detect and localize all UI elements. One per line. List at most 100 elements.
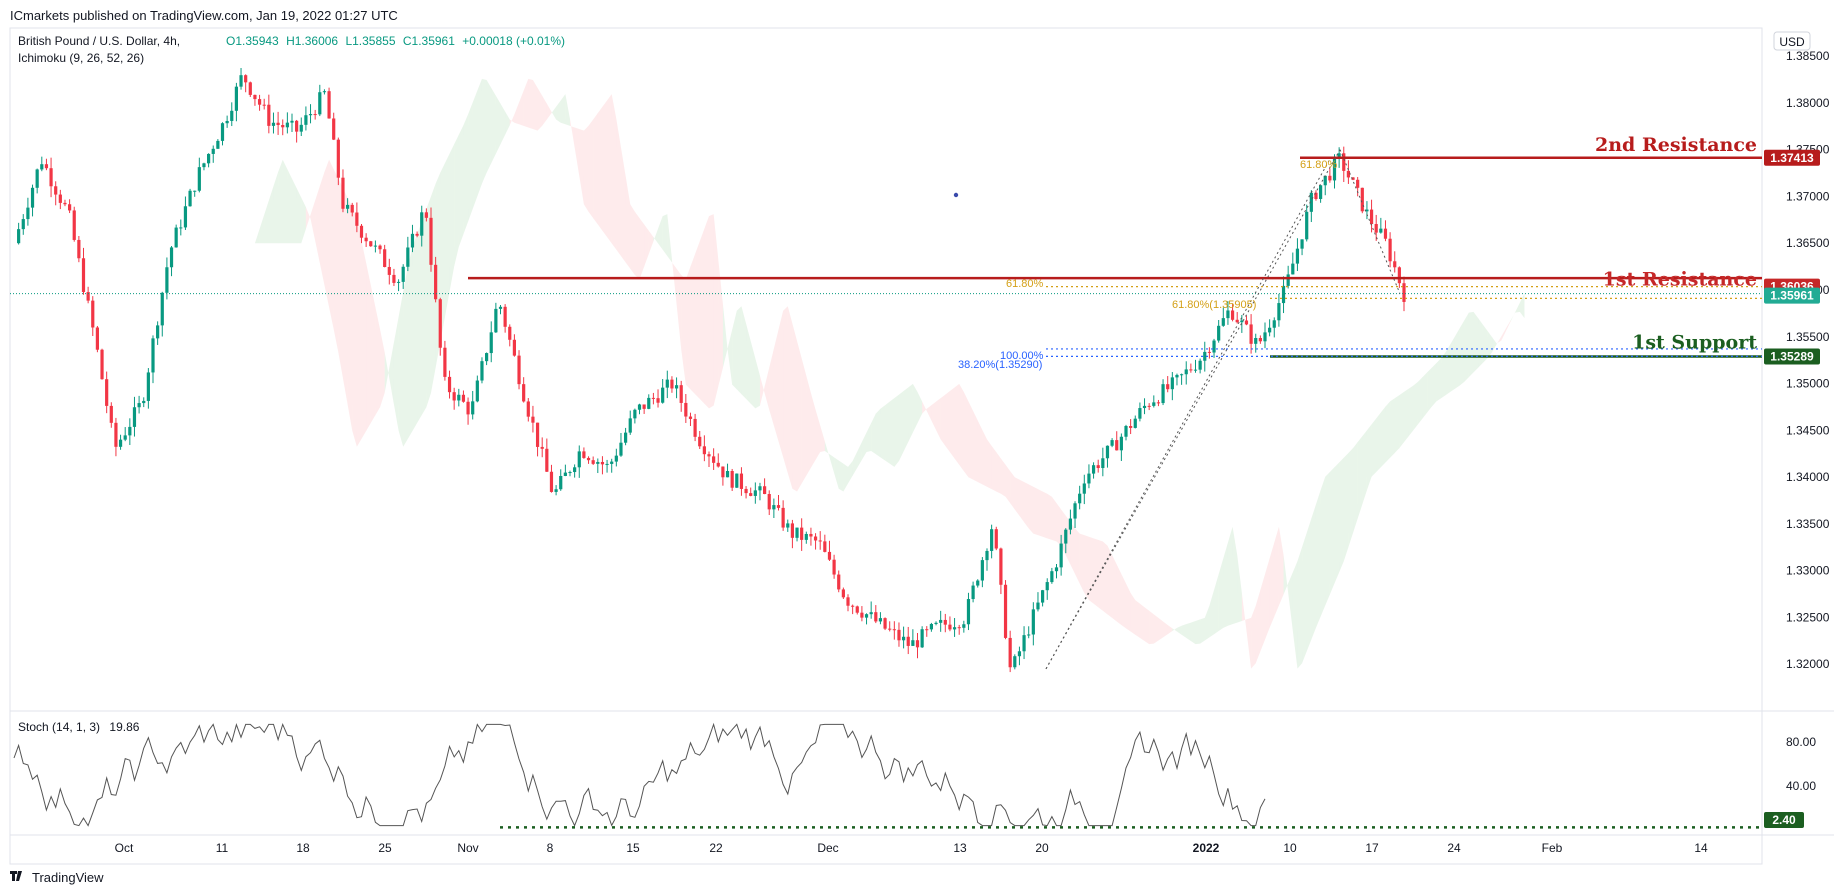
- currency-box[interactable]: [1773, 31, 1811, 51]
- cloud-segment: [509, 114, 515, 126]
- candle-body: [1319, 185, 1323, 199]
- cloud-segment: [676, 268, 682, 350]
- candle-body: [522, 384, 526, 402]
- symbol-title[interactable]: British Pound / U.S. Dollar, 4h,: [18, 34, 181, 48]
- candle-body: [508, 326, 512, 340]
- cloud-segment: [1047, 493, 1052, 540]
- time-tick-label: 24: [1447, 841, 1461, 855]
- cloud-segment: [319, 172, 325, 285]
- price-axis: 1.385001.380001.375001.370001.365001.360…: [1786, 49, 1830, 671]
- candle-body: [915, 640, 920, 648]
- time-tick-label: 10: [1283, 841, 1297, 855]
- cloud-segment: [287, 169, 292, 244]
- cloud-segment: [579, 129, 584, 205]
- candle-body: [378, 245, 382, 250]
- price-tick-label: 1.35500: [1786, 330, 1830, 344]
- cloud-segment: [1190, 621, 1196, 645]
- candle-body: [1226, 310, 1230, 319]
- candle-body: [619, 442, 623, 456]
- candle-body: [591, 460, 595, 464]
- cloud-segment: [1107, 545, 1113, 618]
- cloud-segment: [268, 186, 274, 244]
- cloud-segment: [593, 113, 598, 225]
- candle-body: [1008, 637, 1012, 668]
- cloud-segment: [296, 188, 302, 244]
- candle-body: [86, 292, 90, 301]
- cloud-segment: [1371, 418, 1377, 477]
- candle-body: [1124, 426, 1128, 437]
- candle-body: [72, 210, 76, 240]
- candle-body: [531, 416, 535, 423]
- cloud-segment: [588, 119, 594, 219]
- candle-body: [1360, 187, 1364, 212]
- candle-body: [855, 606, 859, 613]
- cloud-segment: [1163, 621, 1168, 638]
- cloud-segment: [1042, 491, 1048, 539]
- candle-body: [851, 605, 855, 607]
- candle-body: [670, 379, 674, 389]
- candle-body: [781, 507, 785, 528]
- candle-body: [535, 422, 540, 447]
- candle-body: [911, 640, 915, 646]
- candle-body: [35, 169, 39, 188]
- cloud-segment: [709, 214, 714, 409]
- cloud-segment: [996, 452, 1001, 494]
- candle-body: [642, 404, 646, 409]
- candle-body: [1286, 274, 1290, 286]
- indicator-label[interactable]: Ichimoku (9, 26, 52, 26): [18, 51, 145, 65]
- cloud-segment: [556, 100, 561, 123]
- cloud-segment: [1005, 464, 1011, 504]
- change-value: +0.00018 (+0.01%): [462, 34, 565, 48]
- candle-body: [568, 472, 572, 474]
- cloud-segment: [1028, 484, 1034, 534]
- candle-body: [665, 379, 669, 388]
- cloud-segment: [616, 118, 621, 256]
- candle-body: [169, 247, 174, 268]
- cloud-segment: [699, 228, 705, 404]
- candle-body: [30, 187, 35, 208]
- candle-body: [1017, 651, 1022, 657]
- cloud-segment: [1000, 458, 1006, 497]
- cloud-segment: [857, 442, 862, 468]
- stoch-label[interactable]: Stoch (14, 1, 3) 19.86: [18, 720, 139, 734]
- price-tick-label: 1.33000: [1786, 564, 1830, 578]
- cloud-segment: [1153, 614, 1159, 644]
- candle-body: [962, 624, 966, 628]
- candle-body: [58, 194, 62, 203]
- cloud-segment: [732, 310, 737, 390]
- cloud-segment: [681, 274, 686, 385]
- candle-body: [295, 120, 299, 132]
- candle-body: [559, 475, 563, 490]
- cloud-segment: [1260, 574, 1265, 652]
- cloud-segment: [310, 200, 316, 241]
- cloud-segment: [481, 78, 487, 184]
- cloud-segment: [875, 408, 881, 458]
- candle-body: [925, 629, 929, 631]
- candle-body: [549, 471, 554, 492]
- cloud-segment: [500, 103, 506, 145]
- candle-body: [1059, 543, 1063, 568]
- candle-body: [846, 597, 850, 606]
- cloud-segment: [820, 425, 825, 452]
- cloud-segment: [1473, 311, 1479, 373]
- candle-body: [26, 207, 30, 220]
- cloud-segment: [1492, 337, 1497, 353]
- cloud-segment: [764, 367, 770, 410]
- candle-body: [804, 533, 808, 540]
- candle-body: [1180, 374, 1184, 376]
- candle-body: [68, 204, 72, 211]
- cloud-segment: [454, 134, 459, 267]
- cloud-segment: [468, 102, 473, 222]
- candle-body: [1133, 418, 1137, 428]
- candle-body: [1096, 465, 1100, 469]
- candle-body: [424, 212, 428, 218]
- candle-body: [1356, 179, 1360, 188]
- cloud-segment: [259, 214, 265, 244]
- candle-body: [230, 110, 234, 121]
- cloud-segment: [1181, 624, 1187, 638]
- candle-body: [248, 82, 252, 95]
- candle-body: [253, 94, 257, 100]
- candle-body: [1091, 465, 1096, 474]
- cloud-segment: [1413, 381, 1418, 431]
